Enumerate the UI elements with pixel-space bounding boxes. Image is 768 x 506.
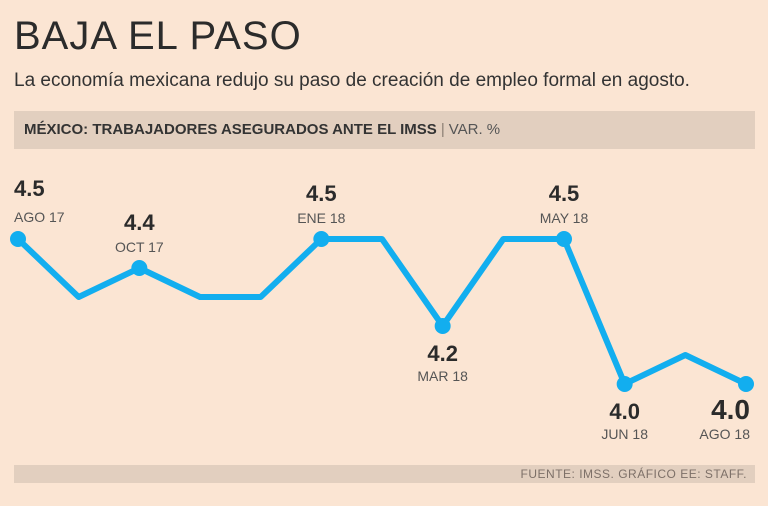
- series-header: MÉXICO: TRABAJADORES ASEGURADOS ANTE EL …: [24, 121, 500, 138]
- date-label: OCT 17: [115, 239, 164, 255]
- series-header-label: MÉXICO: TRABAJADORES ASEGURADOS ANTE EL …: [24, 121, 437, 138]
- data-point-ene-18: [313, 231, 330, 247]
- data-point-ago-17: [10, 231, 26, 247]
- value-label: 4.2: [427, 341, 458, 366]
- date-label: ENE 18: [297, 210, 345, 226]
- date-label: AGO 18: [699, 426, 750, 442]
- data-point-ago-18: [738, 376, 754, 392]
- data-point-mar-18: [434, 318, 451, 334]
- date-label: AGO 17: [14, 209, 65, 225]
- chart-title: BAJA EL PASO: [14, 14, 302, 58]
- value-label: 4.5: [549, 181, 580, 206]
- date-label: JUN 18: [601, 426, 648, 442]
- value-label: 4.0: [609, 399, 640, 424]
- data-point-oct-17: [131, 260, 148, 276]
- value-label: 4.4: [124, 210, 155, 235]
- series-header-unit: VAR. %: [448, 121, 501, 138]
- footer-band: FUENTE: IMSS. GRÁFICO EE: STAFF.: [14, 465, 755, 483]
- value-label: 4.5: [14, 176, 45, 201]
- data-point-may-18: [556, 231, 572, 247]
- series-line: [15, 236, 749, 387]
- chart-subtitle: La economía mexicana redujo su paso de c…: [14, 70, 690, 91]
- data-point-jun-18: [616, 376, 633, 392]
- value-label: 4.0: [711, 394, 750, 425]
- date-label: MAY 18: [540, 210, 589, 226]
- series-header-separator: |: [440, 121, 445, 138]
- value-label: 4.5: [306, 181, 337, 206]
- series-header-band: MÉXICO: TRABAJADORES ASEGURADOS ANTE EL …: [14, 111, 755, 149]
- date-label: MAR 18: [417, 368, 468, 384]
- source-note: FUENTE: IMSS. GRÁFICO EE: STAFF.: [520, 467, 747, 481]
